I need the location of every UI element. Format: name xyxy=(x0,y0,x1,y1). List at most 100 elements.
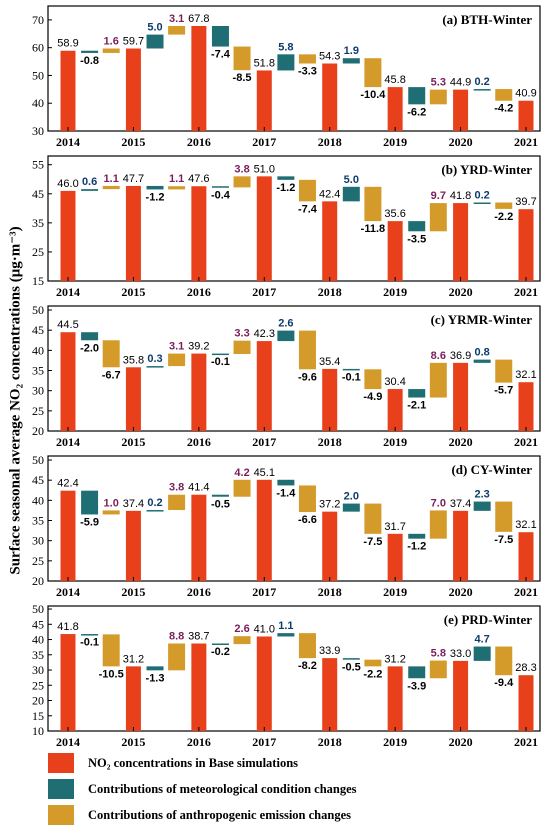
panel-frame-2 xyxy=(47,305,541,432)
emis-bar-3-6 xyxy=(495,501,513,532)
met-bar-1-2 xyxy=(211,186,229,188)
met-bar-2-0 xyxy=(81,332,99,341)
emis-value-label-0-5: 5.3 xyxy=(431,77,446,89)
base-bar-0-0 xyxy=(60,50,76,131)
base-bar-4-7 xyxy=(518,675,534,731)
base-value-label-4-2: 38.7 xyxy=(188,631,209,643)
x-tick-label-4-1: 2015 xyxy=(121,735,145,749)
emis-bar-4-0 xyxy=(102,634,120,667)
met-value-label-2-5: -2.1 xyxy=(407,400,426,412)
base-bar-1-0 xyxy=(60,190,76,281)
base-value-label-2-3: 42.3 xyxy=(254,328,275,340)
met-bar-3-4 xyxy=(342,503,360,512)
emis-bar-1-2 xyxy=(233,176,251,188)
met-value-label-2-0: -2.0 xyxy=(80,342,99,354)
met-value-label-2-4: -0.1 xyxy=(342,371,361,383)
met-bar-4-2 xyxy=(211,643,229,645)
emis-value-label-4-3: -8.2 xyxy=(298,660,317,672)
met-bar-4-5 xyxy=(408,666,426,679)
emis-value-label-4-2: 2.6 xyxy=(234,623,249,635)
emis-bar-0-1 xyxy=(168,26,186,35)
y-tick-label-0-0: 30 xyxy=(32,124,44,138)
emis-value-label-0-2: -8.5 xyxy=(233,72,252,84)
base-value-label-1-1: 47.7 xyxy=(123,173,144,185)
y-tick-label-4-3: 25 xyxy=(32,678,44,692)
emis-bar-1-1 xyxy=(168,186,186,190)
base-bar-3-7 xyxy=(518,532,534,581)
base-bar-3-6 xyxy=(453,510,469,581)
x-tick-label-0-1: 2015 xyxy=(121,135,145,149)
base-value-label-1-0: 46.0 xyxy=(57,178,78,190)
emis-bar-1-4 xyxy=(364,186,382,222)
base-bar-0-1 xyxy=(125,48,141,131)
met-value-label-0-0: -0.8 xyxy=(80,55,99,67)
y-tick-label-4-1: 15 xyxy=(32,709,44,723)
base-bar-0-5 xyxy=(387,87,403,131)
emis-bar-0-3 xyxy=(298,54,316,64)
x-tick-label-3-0: 2014 xyxy=(56,585,80,599)
x-tick-label-4-5: 2019 xyxy=(383,735,407,749)
met-value-label-4-0: -0.1 xyxy=(80,636,99,648)
x-tick-label-1-5: 2019 xyxy=(383,285,407,299)
y-tick-label-1-2: 35 xyxy=(32,216,44,230)
x-tick-label-1-4: 2018 xyxy=(318,285,342,299)
y-tick-label-2-4: 40 xyxy=(32,343,44,357)
base-value-label-4-0: 41.8 xyxy=(57,621,78,633)
met-bar-0-6 xyxy=(473,89,491,91)
emis-value-label-1-2: 3.8 xyxy=(234,163,249,175)
base-bar-2-3 xyxy=(256,341,272,431)
met-value-label-2-1: 0.3 xyxy=(147,353,162,365)
emis-bar-4-2 xyxy=(233,636,251,645)
met-value-label-1-3: -1.2 xyxy=(276,182,295,194)
emis-value-label-4-4: -2.2 xyxy=(363,668,382,680)
emis-bar-4-1 xyxy=(168,643,186,671)
x-tick-label-3-4: 2018 xyxy=(318,585,342,599)
emis-bar-2-0 xyxy=(102,340,120,368)
emis-value-label-1-6: -2.2 xyxy=(494,211,513,223)
met-bar-3-0 xyxy=(81,490,99,515)
emis-value-label-0-3: -3.3 xyxy=(298,66,317,78)
base-bar-2-7 xyxy=(518,382,534,431)
base-bar-0-7 xyxy=(518,100,534,131)
emis-value-label-4-0: -10.5 xyxy=(99,668,124,680)
base-bar-1-4 xyxy=(322,201,338,281)
base-value-label-4-5: 31.2 xyxy=(384,653,405,665)
x-tick-label-4-0: 2014 xyxy=(56,735,80,749)
base-value-label-0-4: 54.3 xyxy=(319,51,340,63)
x-tick-label-3-5: 2019 xyxy=(383,585,407,599)
y-tick-label-2-0: 20 xyxy=(32,424,44,438)
base-value-label-2-6: 36.9 xyxy=(450,350,471,362)
met-bar-4-1 xyxy=(146,666,164,671)
emis-bar-2-2 xyxy=(233,340,251,354)
met-bar-1-5 xyxy=(408,221,426,232)
emis-value-label-2-6: -5.7 xyxy=(494,385,513,397)
met-bar-1-3 xyxy=(277,176,295,180)
y-tick-label-4-8: 50 xyxy=(32,602,44,616)
emis-value-label-0-6: -4.2 xyxy=(494,103,513,115)
emis-bar-0-6 xyxy=(495,89,513,101)
emis-value-label-1-3: -7.4 xyxy=(298,203,318,215)
panel-title-1: (b) YRD-Winter xyxy=(441,162,532,177)
base-bar-3-3 xyxy=(256,479,272,581)
base-bar-4-5 xyxy=(387,666,403,731)
legend-item-base: NO₂ concentrations in Base simulations xyxy=(48,750,528,776)
emis-value-label-2-4: -4.9 xyxy=(363,391,382,403)
y-tick-label-1-0: 15 xyxy=(32,274,44,288)
met-value-label-1-2: -0.4 xyxy=(211,189,231,201)
base-bar-4-1 xyxy=(125,666,141,731)
met-bar-1-0 xyxy=(81,189,99,191)
y-tick-label-4-6: 40 xyxy=(32,633,44,647)
met-bar-1-1 xyxy=(146,185,164,190)
emis-bar-1-3 xyxy=(298,179,316,202)
met-bar-0-3 xyxy=(277,54,295,71)
emis-value-label-3-6: -7.5 xyxy=(494,534,513,546)
emis-value-label-3-0: 1.0 xyxy=(104,497,119,509)
base-value-label-2-1: 35.8 xyxy=(123,354,144,366)
met-bar-0-0 xyxy=(81,50,99,53)
base-bar-4-3 xyxy=(256,636,272,731)
met-bar-0-2 xyxy=(211,26,229,47)
y-tick-label-2-1: 25 xyxy=(32,404,44,418)
x-tick-label-2-2: 2016 xyxy=(187,435,211,449)
emis-value-label-3-5: 7.0 xyxy=(431,497,446,509)
base-value-label-4-4: 33.9 xyxy=(319,645,340,657)
